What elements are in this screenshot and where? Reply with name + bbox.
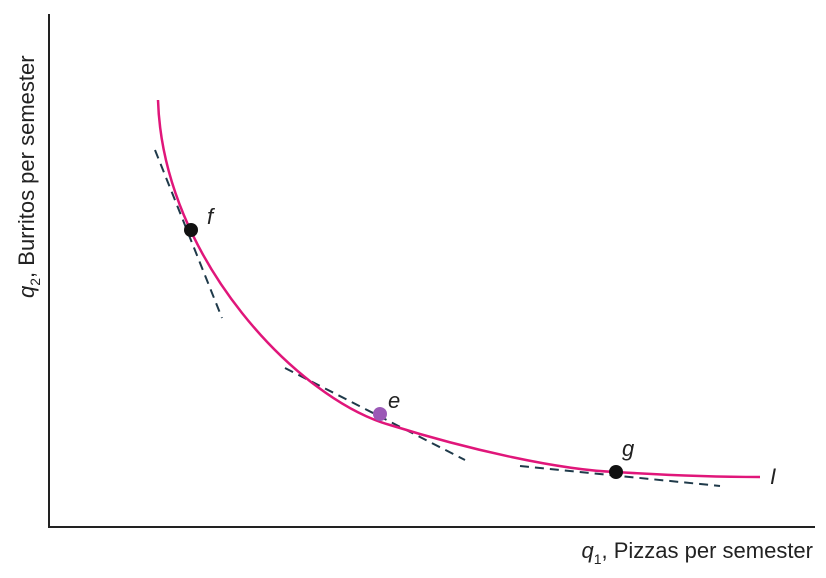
tangent-e	[284, 367, 466, 461]
var: q	[581, 538, 594, 563]
var: q	[14, 285, 39, 298]
point-label: e	[388, 388, 400, 413]
label: , Burritos per semester	[14, 55, 39, 278]
label: , Pizzas per semester	[601, 538, 813, 563]
tangent-g	[519, 465, 721, 487]
subscript: 2	[27, 278, 43, 286]
indifference-curve	[156, 99, 761, 479]
point-g	[609, 465, 623, 479]
x-axis-label: q1, Pizzas per semester	[581, 538, 813, 567]
point-f	[184, 223, 198, 237]
point-label: g	[622, 436, 635, 461]
point-label: f	[207, 204, 216, 229]
subscript: 1	[594, 551, 602, 567]
point-e	[373, 407, 387, 421]
curve-label: I	[770, 464, 776, 489]
y-axis-label: q2, Burritos per semester	[14, 55, 43, 298]
